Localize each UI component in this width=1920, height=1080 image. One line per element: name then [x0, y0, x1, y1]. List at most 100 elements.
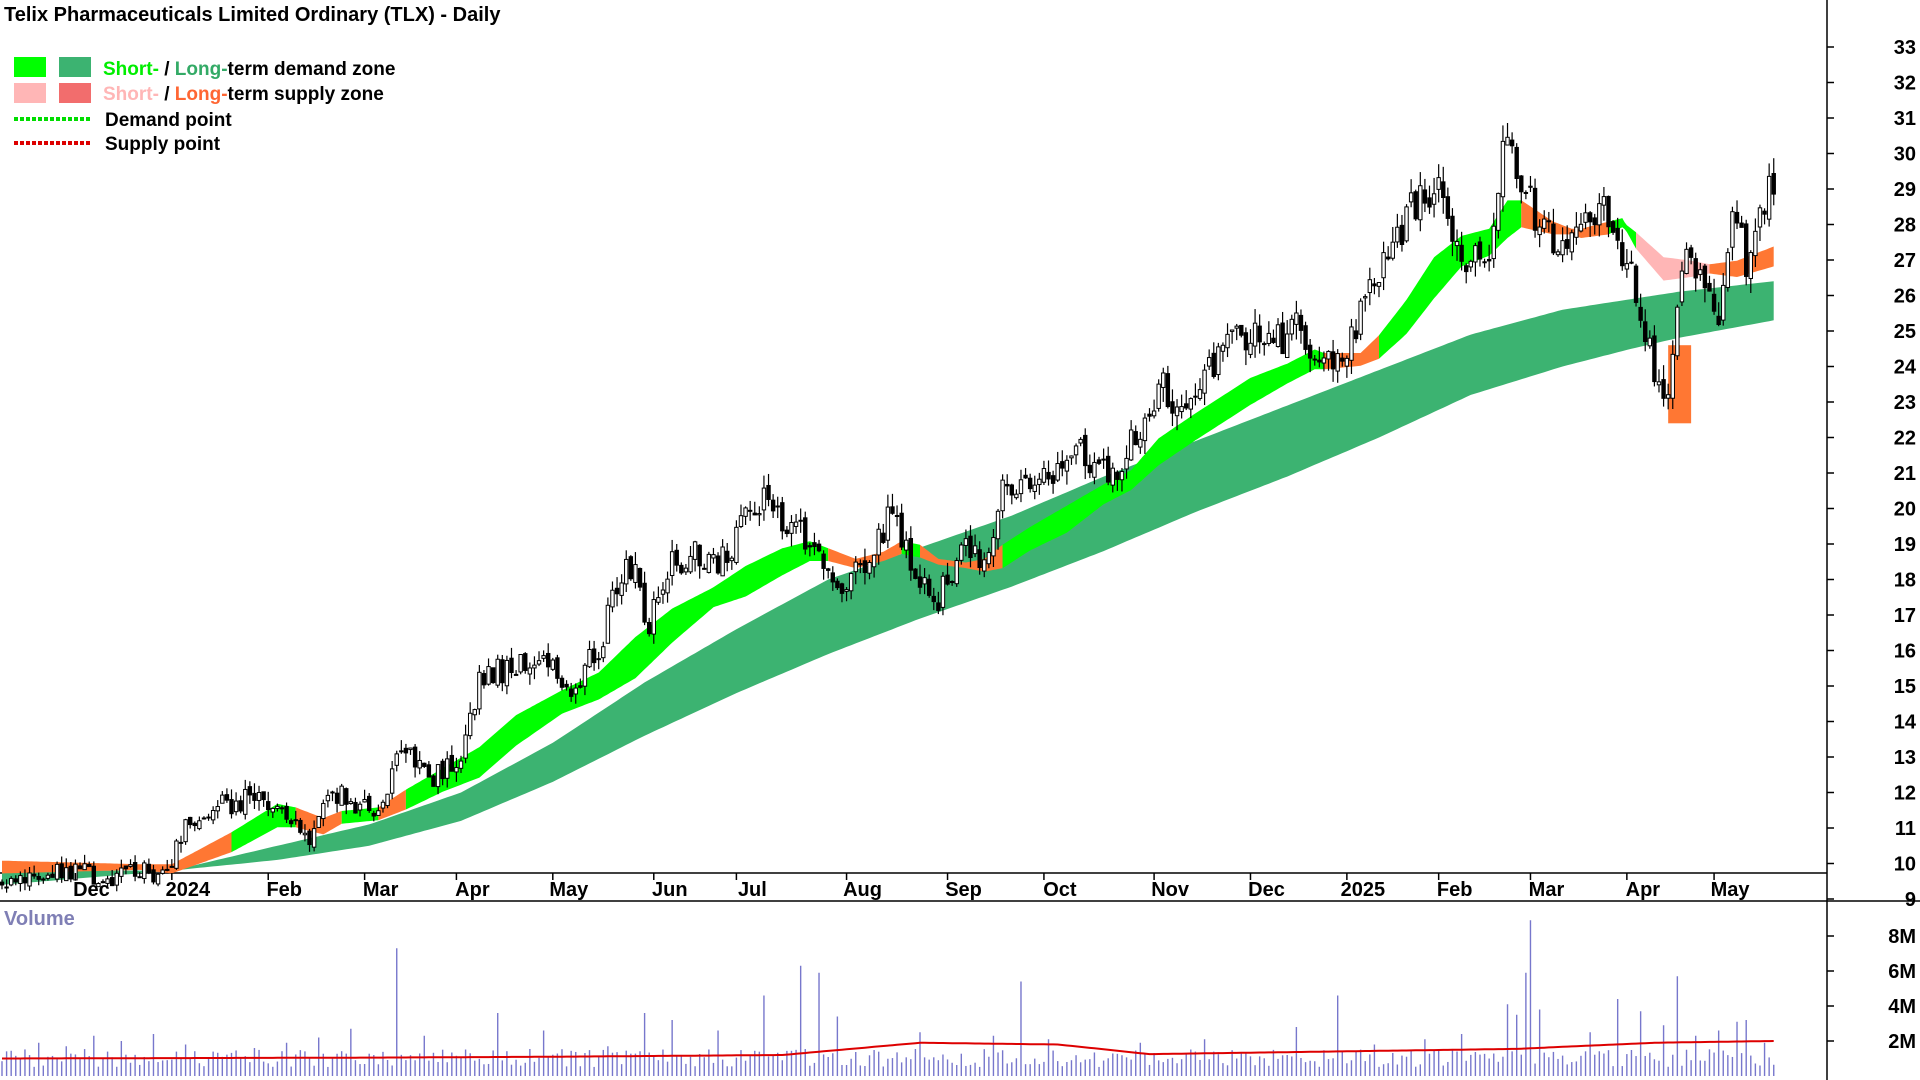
candle [279, 805, 285, 814]
candle-body [64, 867, 69, 882]
candle [210, 806, 216, 825]
candle-body [348, 801, 354, 805]
candle [187, 816, 193, 829]
candle-body [1363, 296, 1368, 299]
candle-body [201, 817, 207, 820]
candle [1551, 208, 1556, 256]
candle [183, 818, 188, 845]
candle-body [54, 863, 60, 880]
candle-body [1115, 471, 1120, 480]
candle-body [885, 506, 891, 541]
month-tick-label: May [549, 879, 589, 901]
candle-body [1716, 315, 1721, 326]
candle [45, 872, 51, 881]
candle-body [968, 535, 973, 559]
candle-body [826, 568, 831, 571]
candle [311, 820, 317, 852]
candle-body [1046, 471, 1051, 480]
candle [1753, 218, 1758, 268]
candle-body [917, 576, 923, 588]
candle-body [949, 580, 955, 583]
candle-body [1698, 269, 1703, 275]
candle [991, 528, 996, 567]
candle-body [1574, 226, 1579, 238]
candle [1083, 428, 1088, 480]
candle-body [128, 864, 133, 867]
candle [1032, 475, 1037, 500]
candle [1206, 349, 1212, 371]
candle-body [876, 528, 881, 556]
candle-body [114, 872, 119, 886]
candle [1532, 178, 1538, 238]
candle [899, 503, 904, 551]
candle-body [1638, 306, 1643, 321]
legend-supply-point: Supply point [105, 134, 221, 155]
candle-body [1615, 227, 1620, 241]
candle-body [109, 877, 115, 887]
candle [1450, 208, 1455, 257]
candle [917, 564, 923, 595]
candle-body [270, 807, 276, 813]
candle [766, 473, 771, 507]
candle-body [766, 484, 771, 500]
candle-body [1271, 337, 1276, 343]
candle [876, 523, 881, 565]
candle [220, 791, 225, 804]
candle-body [325, 794, 331, 802]
candle [504, 655, 510, 695]
candle-body [669, 551, 675, 577]
candle [247, 781, 253, 804]
candle-body [1744, 223, 1749, 277]
candle-body [490, 667, 496, 684]
candle [123, 865, 129, 875]
candle-body [82, 863, 87, 871]
chart-title: Telix Pharmaceuticals Limited Ordinary (… [4, 4, 501, 26]
candle [1046, 460, 1051, 486]
candle [412, 744, 418, 778]
candle [596, 651, 601, 670]
candle-body [1721, 284, 1726, 321]
candle-body [1519, 175, 1524, 193]
candle [555, 654, 560, 684]
candle-body [1445, 196, 1451, 219]
candle-body [1009, 484, 1014, 496]
candle-body [1408, 192, 1414, 203]
candle-body [780, 502, 785, 532]
candle [885, 494, 891, 549]
candle-body [1656, 381, 1662, 386]
price-tick-label: 9 [1905, 889, 1916, 911]
candle [546, 643, 551, 677]
candle-body [1491, 225, 1496, 260]
candle-body [770, 499, 776, 512]
candle [160, 866, 165, 875]
candle-body [449, 754, 455, 772]
candle-body [881, 532, 886, 543]
candle-body [389, 768, 395, 794]
candle [1730, 206, 1735, 261]
price-tick-label: 27 [1894, 250, 1916, 272]
volume-tick-label: 4M [1888, 996, 1916, 1018]
candle [1179, 394, 1184, 419]
candle [91, 861, 96, 885]
candle [275, 803, 280, 812]
candle [1496, 192, 1501, 239]
candle [1629, 250, 1634, 265]
candle [1624, 249, 1630, 278]
candle-body [1266, 332, 1272, 344]
candle [1018, 469, 1024, 503]
candle [1684, 242, 1689, 275]
candle [1482, 258, 1487, 268]
candle-body [477, 671, 482, 710]
candle-body [1050, 475, 1056, 484]
candle [1197, 378, 1203, 401]
candle [793, 513, 799, 534]
candle-body [91, 865, 96, 885]
candle-body [500, 659, 505, 684]
candle-body [1138, 438, 1143, 448]
candle [601, 641, 606, 663]
candle [82, 854, 87, 871]
candle [1665, 383, 1671, 410]
candle [761, 475, 767, 521]
candle-body [1307, 344, 1313, 359]
short-term-supply-zone [2, 832, 232, 874]
